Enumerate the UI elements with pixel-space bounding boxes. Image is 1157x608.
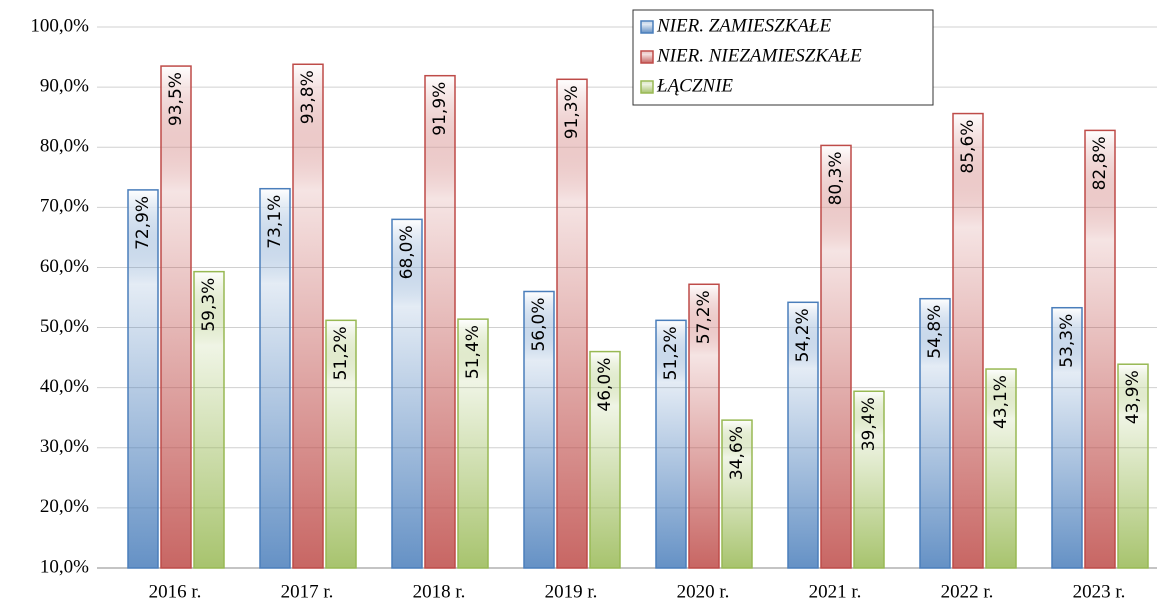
value-label: 54,8%	[925, 305, 945, 359]
value-label: 51,2%	[661, 326, 681, 380]
value-label: 43,9%	[1123, 370, 1143, 424]
legend-swatch	[640, 50, 654, 64]
x-tick-label: 2019 r.	[545, 581, 598, 602]
x-tick-label: 2016 r.	[149, 581, 202, 602]
bar	[820, 144, 852, 569]
value-label: 91,9%	[430, 82, 450, 136]
y-tick-label: 50,0%	[40, 316, 89, 337]
value-label: 93,8%	[298, 70, 318, 124]
y-tick-label: 30,0%	[40, 436, 89, 457]
bar	[853, 390, 885, 569]
bar	[160, 65, 192, 569]
value-label: 68,0%	[397, 225, 417, 279]
bar	[589, 350, 621, 569]
bar	[787, 301, 819, 569]
bar	[721, 419, 753, 569]
bar	[523, 290, 555, 569]
bar	[424, 74, 456, 569]
y-tick-label: 40,0%	[40, 376, 89, 397]
value-label: 46,0%	[595, 358, 615, 412]
legend-label: NIER. ZAMIESZKAŁE	[656, 15, 832, 36]
y-tick-label: 10,0%	[40, 556, 89, 577]
legend-swatch	[640, 20, 654, 34]
bar	[655, 319, 687, 569]
y-tick-label: 90,0%	[40, 75, 89, 96]
x-tick-label: 2021 r.	[809, 581, 862, 602]
bar	[688, 283, 720, 569]
bar	[985, 368, 1017, 569]
bar	[193, 270, 225, 569]
x-tick-label: 2020 r.	[677, 581, 730, 602]
value-label: 91,3%	[562, 85, 582, 139]
x-tick-label: 2023 r.	[1073, 581, 1126, 602]
legend-swatch	[640, 80, 654, 94]
value-label: 51,2%	[331, 326, 351, 380]
legend-box	[632, 9, 934, 106]
value-label: 72,9%	[133, 196, 153, 250]
bar	[127, 189, 159, 569]
legend-label: NIER. NIEZAMIESZKAŁE	[656, 45, 862, 66]
value-label: 43,1%	[991, 375, 1011, 429]
x-tick-label: 2022 r.	[941, 581, 994, 602]
bar	[952, 112, 984, 569]
y-tick-label: 100,0%	[30, 15, 89, 36]
y-tick-label: 80,0%	[40, 136, 89, 157]
bar	[259, 187, 291, 569]
bar	[325, 319, 357, 569]
value-label: 57,2%	[694, 290, 714, 344]
legend-label: ŁĄCZNIE	[656, 75, 733, 96]
bar	[1051, 306, 1083, 569]
bar	[1084, 129, 1116, 569]
value-label: 93,5%	[166, 72, 186, 126]
x-tick-label: 2018 r.	[413, 581, 466, 602]
value-label: 39,4%	[859, 397, 879, 451]
value-label: 34,6%	[727, 426, 747, 480]
value-label: 82,8%	[1090, 136, 1110, 190]
legend: NIER. ZAMIESZKAŁE NIER. NIEZAMIESZKAŁE ŁĄC…	[632, 9, 934, 106]
value-label: 56,0%	[529, 297, 549, 351]
x-tick-label: 2017 r.	[281, 581, 334, 602]
bar	[556, 78, 588, 569]
value-label: 73,1%	[265, 195, 285, 249]
bar	[1117, 363, 1149, 569]
bar	[457, 318, 489, 569]
value-label: 59,3%	[199, 278, 219, 332]
y-tick-label: 70,0%	[40, 196, 89, 217]
value-label: 51,4%	[463, 325, 483, 379]
y-tick-label: 20,0%	[40, 496, 89, 517]
bar	[919, 297, 951, 569]
value-label: 53,3%	[1057, 314, 1077, 368]
y-tick-label: 60,0%	[40, 256, 89, 277]
bar	[292, 63, 324, 569]
value-label: 54,2%	[793, 308, 813, 362]
value-label: 85,6%	[958, 120, 978, 174]
value-label: 80,3%	[826, 151, 846, 205]
bar	[391, 218, 423, 569]
